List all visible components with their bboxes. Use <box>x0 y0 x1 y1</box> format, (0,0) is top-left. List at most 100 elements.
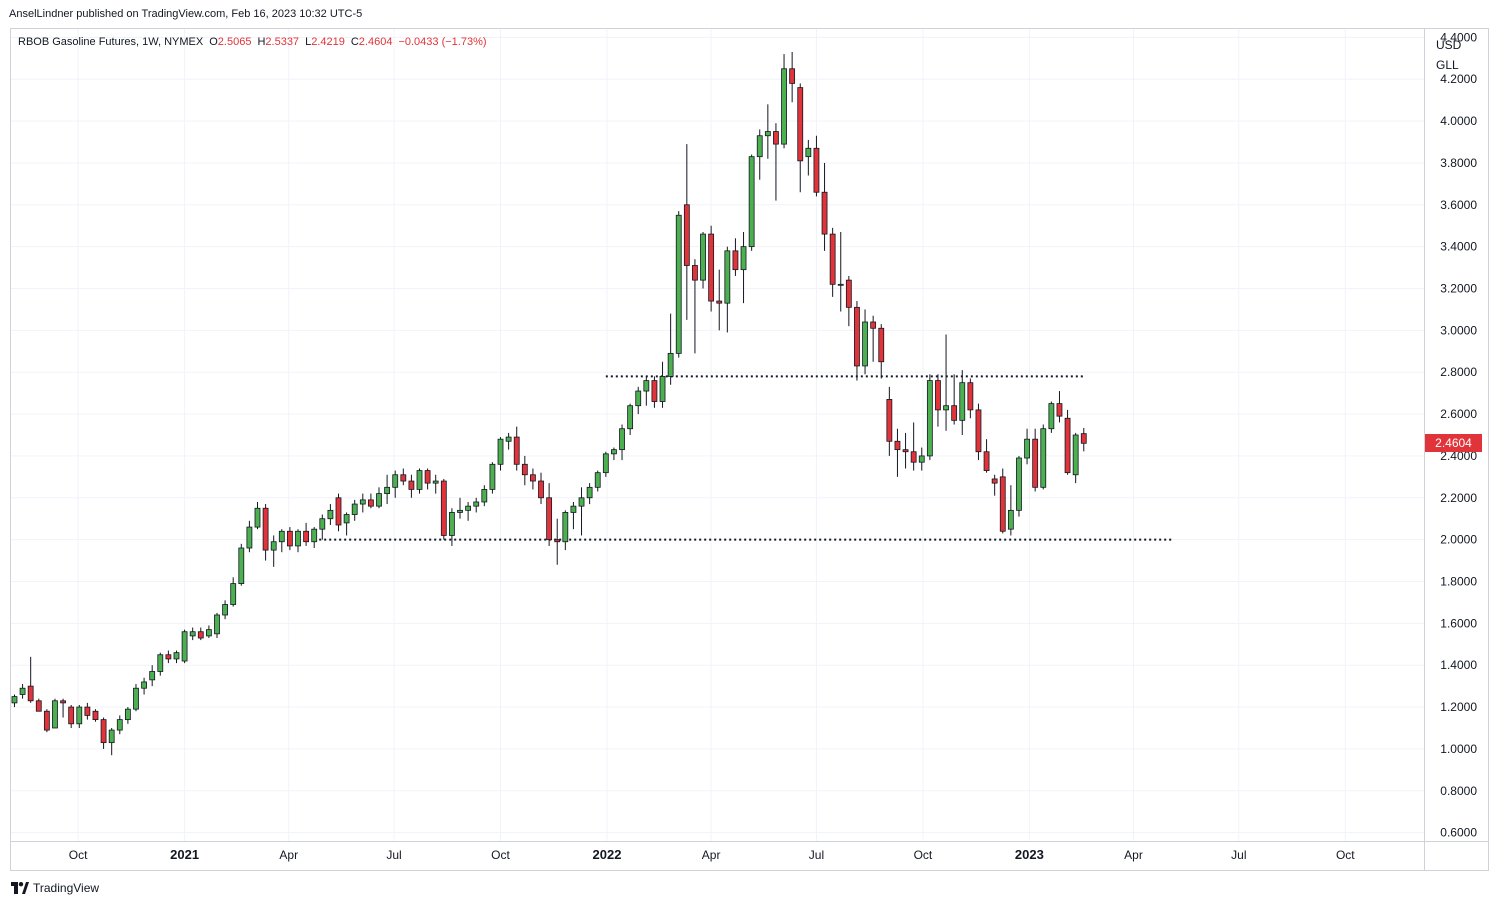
candle-down <box>424 468 431 490</box>
candle-body <box>675 214 682 354</box>
candle-up <box>837 232 844 312</box>
candle-up <box>1024 428 1030 465</box>
support-resistance-lines <box>314 375 1173 541</box>
candle-down <box>967 378 974 419</box>
candle-down <box>886 386 893 456</box>
candle-up <box>327 504 334 525</box>
candle-up <box>157 652 164 676</box>
candle-up <box>1040 424 1047 490</box>
candle-body <box>1072 434 1079 476</box>
candle-body <box>845 279 852 308</box>
candle-body <box>286 530 293 547</box>
time-tick-label: 2021 <box>170 847 199 862</box>
candle-up <box>319 514 326 540</box>
tradingview-brand[interactable]: TradingView <box>11 881 99 895</box>
candle-up <box>173 650 180 664</box>
candle-body <box>659 376 666 402</box>
candle-body <box>837 283 844 286</box>
candle-up <box>246 520 253 553</box>
price-tick-label: 3.4000 <box>1440 240 1477 254</box>
candle-down <box>1056 391 1063 423</box>
candle-body <box>854 306 860 367</box>
candle-body <box>214 614 220 635</box>
chart-frame[interactable] <box>10 28 1489 871</box>
candle-body <box>570 505 577 513</box>
candle-up <box>667 313 674 385</box>
candle-body <box>449 512 455 536</box>
candle-body <box>586 486 593 499</box>
candle-down <box>521 455 528 486</box>
candle-body <box>643 380 650 392</box>
candle-down <box>35 698 42 712</box>
high-label: H <box>257 36 266 48</box>
candle-body <box>724 250 731 304</box>
candle-body <box>530 474 536 482</box>
candle-down <box>821 162 828 251</box>
candle-body <box>327 509 334 520</box>
candle-body <box>376 493 382 507</box>
candle-body <box>1056 403 1063 417</box>
candle-up <box>416 468 423 494</box>
price-axis-labels: 0.6000 0.8000 1.0000 1.2000 1.4000 1.6000 1.80… <box>1440 30 1477 839</box>
candle-body <box>943 405 949 411</box>
candle-down <box>902 432 909 469</box>
candle-down <box>708 225 715 312</box>
price-tick-label: 0.6000 <box>1440 826 1477 840</box>
candle-down <box>999 468 1006 534</box>
candle-body <box>246 526 253 549</box>
candle-body <box>230 583 237 605</box>
change-value: −0.0433 (−1.73%) <box>398 36 487 48</box>
candle-down <box>870 315 877 362</box>
candle-down <box>513 426 520 471</box>
candle-up <box>149 665 156 687</box>
candle-body <box>918 455 925 463</box>
candle-up <box>740 232 747 304</box>
candle-up <box>473 497 480 513</box>
candle-body <box>635 390 642 407</box>
candle-body <box>311 528 318 543</box>
candle-body <box>392 474 399 488</box>
candle-body <box>116 719 123 731</box>
time-tick-label: Oct <box>1336 848 1355 862</box>
candle-body <box>821 191 828 235</box>
candle-up <box>449 508 455 546</box>
candle-body <box>43 710 50 731</box>
candle-body <box>400 474 407 482</box>
candle-down <box>845 275 852 327</box>
price-tick-label: 2.0000 <box>1440 533 1477 547</box>
candle-body <box>60 700 66 704</box>
candle-down <box>335 493 342 532</box>
candle-body <box>254 507 261 528</box>
candle-up <box>108 727 115 756</box>
candle-body <box>278 530 285 543</box>
candle-body <box>351 503 358 515</box>
candle-body <box>1016 457 1022 511</box>
candle-down <box>1032 428 1039 492</box>
candle-down <box>262 504 269 561</box>
price-tick-label: 3.6000 <box>1440 198 1477 212</box>
candle-body <box>764 131 771 137</box>
candle-body <box>991 478 998 484</box>
candle-up <box>76 704 83 728</box>
price-axis-units: USD GLL <box>1436 35 1461 75</box>
candle-body <box>910 451 917 463</box>
candle-up <box>270 535 277 567</box>
candle-body <box>440 480 447 536</box>
candle-up <box>1048 401 1055 433</box>
candle-up <box>295 529 301 553</box>
candle-body <box>457 509 463 513</box>
candle-body <box>797 87 804 162</box>
candle-up <box>505 432 512 450</box>
candle-down <box>829 227 836 297</box>
candle-up <box>222 600 228 620</box>
candle-up <box>392 470 399 498</box>
candle-up <box>205 625 212 638</box>
candle-down <box>368 493 374 509</box>
candle-body <box>76 706 83 725</box>
grid-lines <box>11 29 1424 841</box>
candle-down <box>60 698 66 718</box>
candle-body <box>1032 438 1039 488</box>
candle-body <box>959 382 966 421</box>
candle-body <box>197 631 204 639</box>
